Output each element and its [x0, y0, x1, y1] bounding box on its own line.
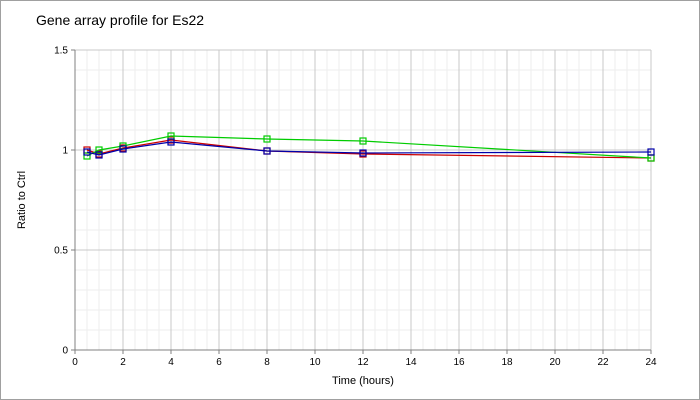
x-tick-label: 18 — [501, 357, 513, 368]
y-tick-label: 0.5 — [54, 246, 68, 257]
x-tick-label: 10 — [309, 357, 321, 368]
y-tick-label: 1.5 — [54, 46, 68, 57]
y-tick-label: 1 — [62, 146, 68, 157]
chart-title: Gene array profile for Es22 — [36, 12, 205, 28]
series-line — [86, 141, 652, 156]
x-tick-label: 14 — [405, 357, 417, 368]
y-axis-label: Ratio to Ctrl — [16, 171, 28, 229]
data-point-marker[interactable] — [95, 151, 103, 159]
x-tick-label: 24 — [645, 357, 657, 368]
data-point-marker[interactable] — [263, 147, 271, 155]
data-point-marker[interactable] — [119, 145, 127, 153]
x-axis-label: Time (hours) — [332, 375, 394, 387]
x-tick-label: 2 — [120, 357, 126, 368]
data-point-marker[interactable] — [263, 135, 271, 143]
series-2 — [83, 132, 655, 162]
data-point-marker[interactable] — [83, 148, 91, 156]
x-tick-label: 8 — [264, 357, 270, 368]
x-tick-label: 20 — [549, 357, 561, 368]
x-tick-label: 12 — [357, 357, 369, 368]
x-tick-label: 6 — [216, 357, 222, 368]
y-tick-labels: 0 0.5 1 1.5 — [54, 46, 75, 357]
data-point-marker[interactable] — [95, 146, 103, 154]
series-3 — [83, 138, 655, 159]
series-line — [86, 135, 652, 159]
x-tick-label: 4 — [168, 357, 174, 368]
x-tick-label: 22 — [597, 357, 609, 368]
data-point-marker[interactable] — [359, 137, 367, 145]
series-line — [86, 139, 652, 159]
data-point-marker[interactable] — [647, 148, 655, 156]
y-tick-label: 0 — [62, 346, 68, 357]
x-tick-label: 0 — [72, 357, 78, 368]
data-point-marker[interactable] — [83, 152, 91, 160]
x-tick-label: 16 — [453, 357, 465, 368]
data-point-marker[interactable] — [359, 149, 367, 157]
data-point-marker[interactable] — [167, 138, 175, 146]
x-tick-labels: 0 2 4 6 8 10 12 14 16 18 20 22 24 — [72, 350, 657, 368]
series-layer — [83, 132, 655, 162]
